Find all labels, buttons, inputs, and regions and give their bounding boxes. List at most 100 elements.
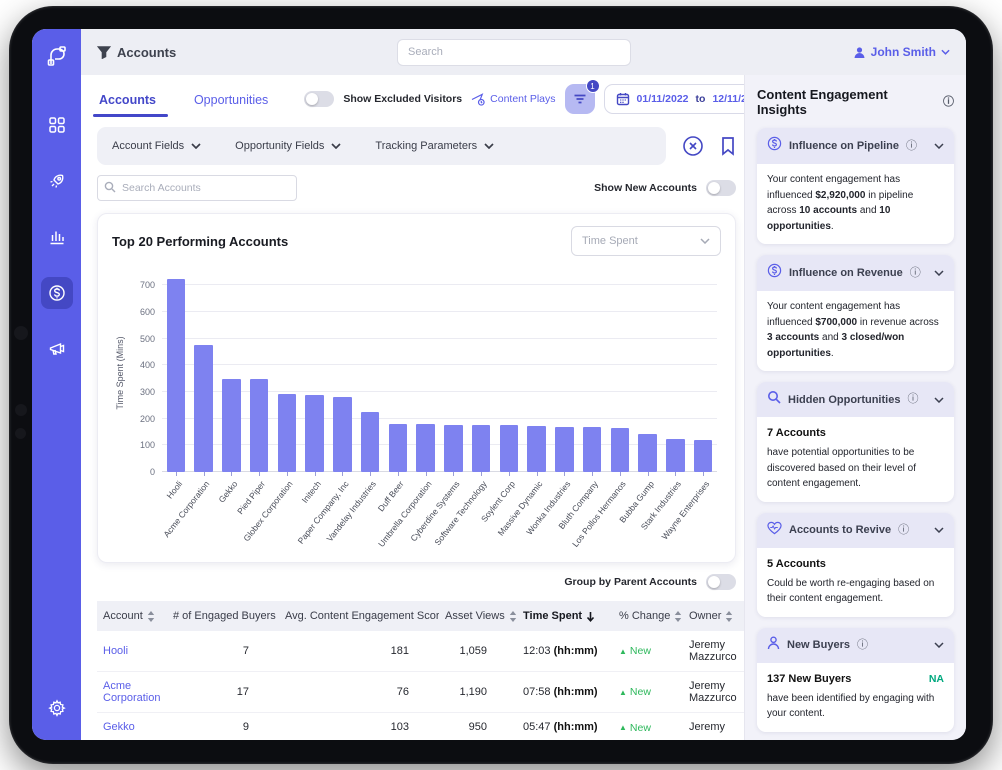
sort-icon[interactable] bbox=[725, 611, 733, 622]
bar-Gekko[interactable] bbox=[222, 379, 240, 472]
bar-Duff Beer[interactable] bbox=[389, 424, 407, 472]
bar-Vandelay Industries[interactable] bbox=[361, 412, 379, 472]
chevron-down-icon bbox=[941, 49, 950, 55]
show-excluded-visitors-toggle[interactable] bbox=[304, 91, 334, 107]
user-menu[interactable]: John Smith bbox=[853, 45, 950, 59]
chevron-down-icon[interactable] bbox=[934, 642, 944, 648]
date-to-word: to bbox=[696, 93, 706, 105]
insight-card-body: Your content engagement has influenced $… bbox=[757, 291, 954, 371]
column-header-owner[interactable]: Owner bbox=[683, 601, 744, 631]
info-icon[interactable]: ⓘ bbox=[906, 141, 917, 152]
column-header-avg-content-engagement-score[interactable]: Avg. Content Engagement Score bbox=[279, 601, 439, 631]
chart-metric-select[interactable]: Time Spent bbox=[571, 226, 721, 256]
insight-card-header[interactable]: Accounts to Reviveⓘ bbox=[757, 513, 954, 548]
content-engagement-insights-panel: Content Engagement Insights ⓘ Influence … bbox=[744, 75, 966, 740]
person-icon bbox=[767, 636, 780, 655]
tab-accounts[interactable]: Accounts bbox=[97, 79, 158, 119]
bar-Bubba Gump[interactable] bbox=[638, 434, 656, 472]
opportunity-fields-dropdown[interactable]: Opportunity Fields bbox=[235, 140, 341, 152]
table-body: Hooli71811,05912:03 (hh:mm)▲NewJeremy Ma… bbox=[97, 631, 744, 740]
insight-card-header[interactable]: Hidden Opportunitiesⓘ bbox=[757, 382, 954, 417]
column-header-asset-views[interactable]: Asset Views bbox=[439, 601, 517, 631]
up-triangle-icon: ▲ bbox=[619, 688, 627, 697]
column-header--change[interactable]: % Change bbox=[613, 601, 683, 631]
nav-settings-gear-icon[interactable] bbox=[41, 692, 73, 724]
chevron-down-icon[interactable] bbox=[934, 397, 944, 403]
info-icon[interactable]: ⓘ bbox=[907, 394, 918, 405]
y-axis-tick-label: 400 bbox=[140, 360, 155, 370]
bar-Hooli[interactable] bbox=[167, 279, 185, 472]
global-search-input[interactable] bbox=[397, 39, 631, 66]
account-link[interactable]: Acme Corporation bbox=[103, 680, 160, 704]
bar-Stark Industries[interactable] bbox=[666, 439, 684, 472]
y-axis-tick-label: 600 bbox=[140, 307, 155, 317]
chevron-down-icon[interactable] bbox=[934, 270, 944, 276]
column-header-time-spent[interactable]: Time Spent bbox=[517, 601, 613, 631]
search-accounts-input[interactable] bbox=[97, 175, 297, 201]
content-plays-link[interactable]: Content Plays bbox=[471, 93, 555, 106]
insight-headline: 7 Accounts bbox=[767, 425, 826, 442]
account-link[interactable]: Gekko bbox=[103, 721, 135, 733]
bar-Wayne Enterprises[interactable] bbox=[694, 440, 712, 472]
bar-Acme Corporation[interactable] bbox=[194, 345, 212, 472]
left-sidebar bbox=[32, 29, 81, 740]
tab-opportunities[interactable]: Opportunities bbox=[192, 79, 270, 119]
chevron-down-icon[interactable] bbox=[934, 143, 944, 149]
sort-icon[interactable] bbox=[509, 611, 517, 622]
date-range-picker[interactable]: 01/11/2022 to 12/11/2025 bbox=[604, 84, 744, 114]
insight-card-body: 137 New BuyersNAhave been identified by … bbox=[757, 663, 954, 732]
chevron-down-icon[interactable] bbox=[934, 527, 944, 533]
insight-card-header[interactable]: Influence on Revenueⓘ bbox=[757, 255, 954, 291]
bar-Software Technology[interactable] bbox=[472, 425, 490, 472]
app-logo-icon[interactable] bbox=[44, 43, 70, 69]
info-icon[interactable]: ⓘ bbox=[910, 268, 921, 279]
nav-revenue-icon[interactable] bbox=[41, 277, 73, 309]
table-row: Hooli71811,05912:03 (hh:mm)▲NewJeremy Ma… bbox=[97, 631, 744, 672]
bar-Umbrella Corporation[interactable] bbox=[416, 424, 434, 472]
group-by-parent-toggle[interactable] bbox=[706, 574, 736, 590]
filter-button[interactable]: 1 bbox=[565, 84, 595, 114]
nav-rocket-icon[interactable] bbox=[41, 165, 73, 197]
sort-desc-icon[interactable] bbox=[586, 611, 595, 622]
info-icon[interactable]: ⓘ bbox=[943, 97, 954, 108]
bar-Massive Dynamic[interactable] bbox=[527, 426, 545, 472]
column-header-account[interactable]: Account bbox=[97, 601, 167, 631]
account-fields-dropdown[interactable]: Account Fields bbox=[112, 140, 201, 152]
bar-Bluth Company[interactable] bbox=[583, 427, 601, 472]
page-title-group: Accounts bbox=[97, 45, 397, 60]
info-icon[interactable]: ⓘ bbox=[898, 525, 909, 536]
sort-icon[interactable] bbox=[147, 611, 155, 622]
bar-Initech[interactable] bbox=[305, 395, 323, 472]
nav-analytics-icon[interactable] bbox=[41, 221, 73, 253]
tablet-screen: Accounts John Smith bbox=[32, 29, 966, 740]
nav-campaigns-icon[interactable] bbox=[41, 333, 73, 365]
change-cell: ▲New bbox=[613, 672, 683, 713]
tracking-parameters-dropdown[interactable]: Tracking Parameters bbox=[375, 140, 494, 152]
chevron-down-icon bbox=[191, 143, 201, 149]
bar-chart: Time Spent (Mins) 0100200300400500600700… bbox=[112, 272, 721, 556]
show-new-accounts-toggle[interactable] bbox=[706, 180, 736, 196]
account-link[interactable]: Hooli bbox=[103, 645, 128, 657]
bar-Pied Piper[interactable] bbox=[250, 379, 268, 472]
bookmark-icon[interactable] bbox=[720, 136, 736, 156]
info-icon[interactable]: ⓘ bbox=[857, 640, 868, 651]
nav-dashboard-grid-icon[interactable] bbox=[41, 109, 73, 141]
sort-icon[interactable] bbox=[674, 611, 682, 622]
date-from: 01/11/2022 bbox=[637, 93, 689, 105]
bar-Paper Company, Inc[interactable] bbox=[333, 397, 351, 472]
influence-on-pipeline-card: Influence on PipelineⓘYour content engag… bbox=[757, 128, 954, 244]
asset-views-cell: 1,190 bbox=[439, 672, 517, 713]
bar-Cyberdine Systems[interactable] bbox=[444, 425, 462, 472]
bar-Wonka Industries[interactable] bbox=[555, 427, 573, 472]
bar-Los Pollos Hermanos[interactable] bbox=[611, 428, 629, 472]
bar-Globex Corporation[interactable] bbox=[278, 394, 296, 472]
group-by-row: Group by Parent Accounts bbox=[97, 563, 736, 601]
filter-lines-icon bbox=[573, 93, 587, 105]
engaged-buyers-cell: 9 bbox=[167, 713, 279, 741]
bar-Soylent Corp[interactable] bbox=[500, 425, 518, 472]
insights-panel-title: Content Engagement Insights bbox=[757, 87, 937, 117]
insight-card-header[interactable]: New Buyersⓘ bbox=[757, 628, 954, 663]
clear-filters-icon[interactable] bbox=[682, 135, 704, 157]
insight-card-header[interactable]: Influence on Pipelineⓘ bbox=[757, 128, 954, 164]
column-header--of-engaged-buyers[interactable]: # of Engaged Buyers bbox=[167, 601, 279, 631]
